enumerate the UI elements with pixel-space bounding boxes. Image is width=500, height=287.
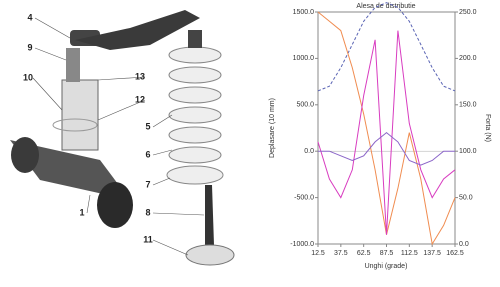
part-number: 8 [145,207,150,217]
camshaft-end [97,182,133,228]
part-number: 12 [135,94,145,104]
camshaft-start [11,137,39,173]
y2-tick-label: 50.0 [459,194,473,201]
x-tick-label: 87.5 [380,250,394,257]
part-number: 11 [143,234,153,244]
y2-tick-label: 200.0 [459,55,477,62]
x-tick-label: 62.5 [357,250,371,257]
tappet-housing [62,80,98,150]
leader-line [35,48,66,60]
valve-spring [167,47,223,184]
y-tick-label: 0.0 [304,148,314,155]
series-line [318,12,455,244]
push-rod [66,48,80,82]
plot-frame [318,12,455,244]
y2-tick-label: 0.0 [459,241,469,248]
valve-head [186,245,234,265]
series-line [318,133,455,166]
part-number: 5 [145,121,150,131]
figure: 491310125678111 Alesa de distributie Ung… [0,0,500,282]
x-tick-label: 162.5 [446,250,464,257]
part-number: 13 [135,71,145,81]
part-number: 4 [27,12,32,22]
valve-stem [205,185,214,245]
y2-tick-label: 100.0 [459,148,477,155]
part-number: 6 [145,149,150,159]
y-tick-label: -1000.0 [290,241,314,248]
y2-axis-label: Forta (N) [484,114,491,142]
leader-line [153,240,188,255]
series-line [318,3,455,91]
x-tick-label: 37.5 [334,250,348,257]
leader-line [35,18,70,38]
chart-title: Alesa de distributie [356,3,415,10]
x-tick-label: 112.5 [401,250,418,257]
part-number: 7 [145,179,150,189]
y-tick-label: 1500.0 [293,9,315,16]
leader-line [87,195,90,213]
x-tick-label: 12.5 [311,250,325,257]
x-axis-label: Unghi (grade) [365,263,408,270]
x-tick-label: 137.5 [423,250,441,257]
part-number: 9 [27,42,32,52]
valve-train-drawing [10,10,234,265]
y-tick-label: 1000.0 [293,55,315,62]
leader-line [153,213,204,215]
y-axis-label: Deplasare (10 mm) [269,98,276,158]
valve-cap [188,30,202,48]
y-tick-label: -500.0 [294,194,314,201]
y2-tick-label: 150.0 [459,102,477,109]
leader-line [153,115,172,127]
y2-tick-label: 250.0 [459,9,477,16]
leader-line [153,178,170,185]
part-number: 1 [79,207,84,217]
part-number: 10 [23,72,33,82]
leader-line [33,78,62,110]
y-tick-label: 500.0 [296,102,314,109]
